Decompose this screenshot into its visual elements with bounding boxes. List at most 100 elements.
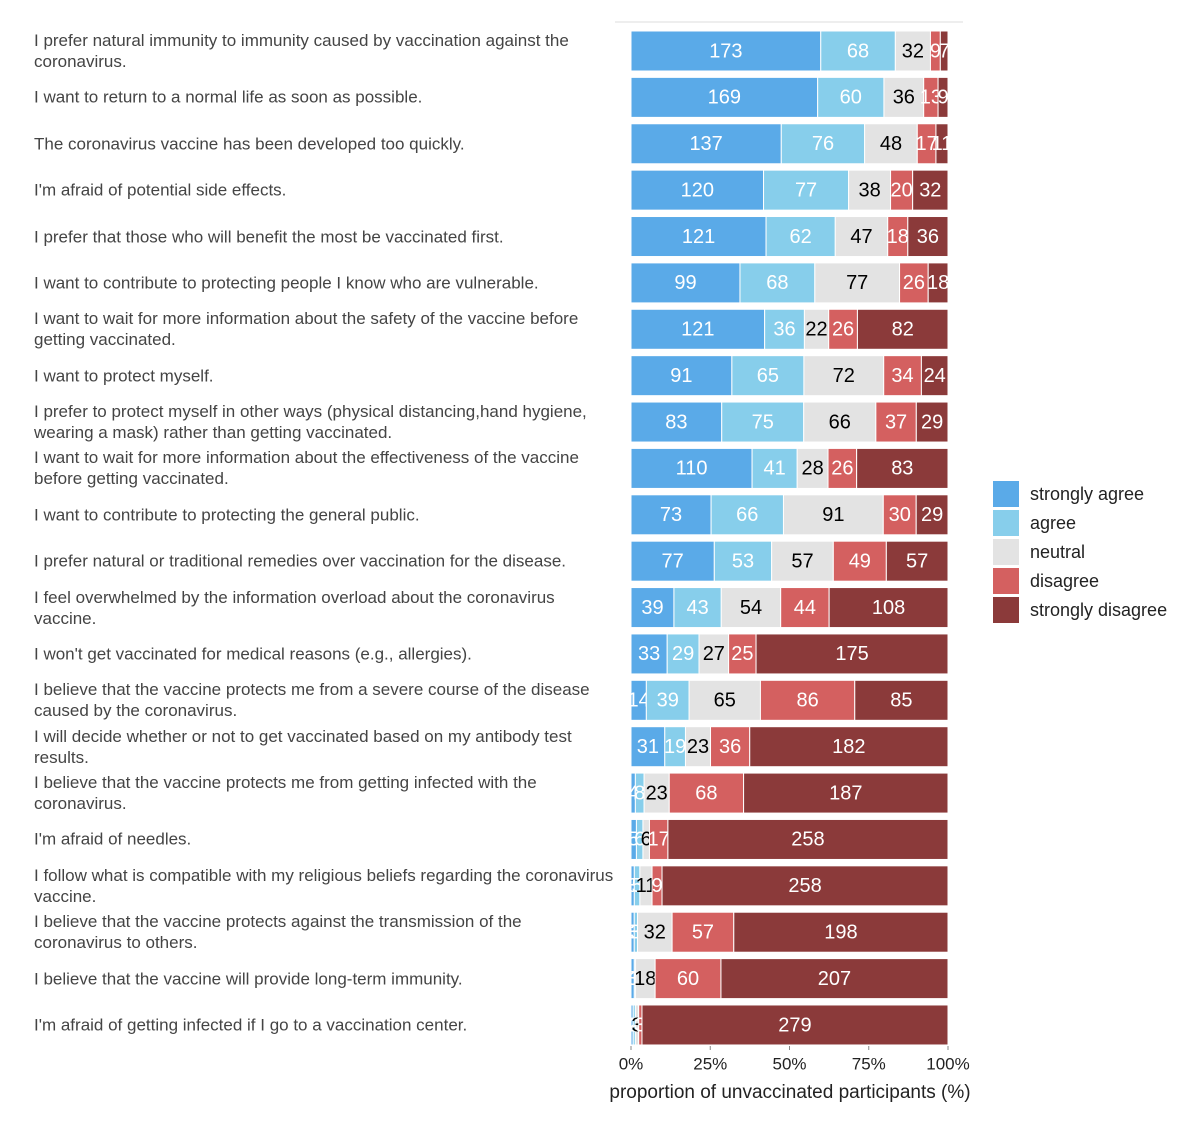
- category-label: I won't get vaccinated for medical reaso…: [34, 644, 472, 664]
- x-tick-label: 25%: [693, 1054, 727, 1073]
- value-label: 18: [887, 226, 909, 248]
- category-label: I'm afraid of needles.: [34, 829, 192, 849]
- value-label: 24: [924, 365, 946, 387]
- legend-swatch: [993, 597, 1019, 623]
- value-label: 6: [634, 829, 645, 851]
- bar-segment: [630, 76, 819, 118]
- category-label: I want to wait for more information abou…: [34, 448, 579, 489]
- value-label: 37: [885, 411, 907, 433]
- value-label: 66: [736, 504, 758, 526]
- bar-segment: [780, 587, 830, 629]
- value-label: 175: [835, 643, 868, 665]
- bar-segment: [751, 447, 798, 489]
- category-label: I want to wait for more information abou…: [34, 309, 579, 350]
- category-label: I want to contribute to protecting the g…: [34, 505, 420, 525]
- category-label: I feel overwhelmed by the information ov…: [34, 587, 555, 628]
- category-label: The coronavirus vaccine has been develop…: [34, 134, 465, 154]
- bar-segment: [630, 447, 753, 489]
- value-label: 6: [641, 829, 652, 851]
- bar-segment: [907, 216, 949, 258]
- bar-segment: [688, 679, 761, 721]
- value-label: 137: [689, 133, 722, 155]
- value-label: 121: [681, 319, 714, 341]
- value-label: 18: [634, 968, 656, 990]
- value-label: 29: [921, 504, 943, 526]
- bar-segment: [856, 447, 949, 489]
- bar-segment: [661, 865, 949, 907]
- category-label: I believe that the vaccine will provide …: [34, 969, 463, 989]
- value-label: 13: [920, 87, 942, 109]
- value-label: 3: [631, 1014, 642, 1036]
- value-label: 72: [833, 365, 855, 387]
- bar-segment: [899, 262, 929, 304]
- value-label: 57: [791, 550, 813, 572]
- category-label: I want to return to a normal life as soo…: [34, 87, 423, 107]
- value-label: 19: [664, 736, 686, 758]
- value-label: 5: [628, 829, 639, 851]
- bar-segment: [654, 958, 722, 1000]
- bar-segment: [630, 123, 782, 165]
- value-label: 182: [832, 736, 865, 758]
- bar-segment: [937, 76, 949, 118]
- bar-segment: [630, 587, 675, 629]
- x-axis-title: proportion of unvaccinated participants …: [609, 1082, 970, 1103]
- value-label: 11: [932, 133, 953, 155]
- value-label: 68: [695, 782, 717, 804]
- bar-segment: [667, 818, 949, 860]
- value-label: 68: [766, 272, 788, 294]
- bar-segment: [848, 169, 892, 211]
- value-label: 28: [801, 458, 823, 480]
- bar-segment: [710, 726, 751, 768]
- value-label: 32: [902, 40, 924, 62]
- bar-segment: [684, 726, 712, 768]
- legend-label: neutral: [1030, 542, 1085, 562]
- bar-segment: [882, 494, 917, 536]
- bar-segment: [759, 679, 856, 721]
- legend-label: strongly disagree: [1030, 600, 1167, 620]
- legend-swatch: [993, 481, 1019, 507]
- bar-segment: [803, 401, 877, 443]
- value-label: 14: [628, 690, 650, 712]
- bar-segment: [666, 633, 700, 675]
- category-label: I prefer to protect myself in other ways…: [34, 402, 587, 443]
- value-label: 3: [635, 1014, 646, 1036]
- value-label: 77: [846, 272, 868, 294]
- value-label: 3: [627, 875, 638, 897]
- bar-segment: [771, 540, 834, 582]
- bar-segment: [749, 726, 949, 768]
- legend-swatch: [993, 510, 1019, 536]
- value-label: 23: [646, 782, 668, 804]
- value-label: 4: [628, 782, 639, 804]
- value-label: 258: [788, 875, 821, 897]
- legend-label: strongly agree: [1030, 484, 1144, 504]
- category-label: I believe that the vaccine protects agai…: [34, 912, 522, 953]
- bar-segment: [875, 401, 917, 443]
- value-label: 48: [880, 133, 902, 155]
- bar-segment: [641, 1004, 949, 1046]
- bar-segment: [939, 30, 949, 72]
- value-label: 9: [651, 875, 662, 897]
- bar-segment: [856, 308, 949, 350]
- value-label: 91: [670, 365, 692, 387]
- bar-segment: [832, 540, 887, 582]
- value-label: 39: [657, 690, 679, 712]
- value-label: 73: [660, 504, 682, 526]
- value-label: 23: [687, 736, 709, 758]
- value-label: 2: [627, 1014, 638, 1036]
- value-label: 82: [892, 319, 914, 341]
- value-label: 30: [889, 504, 911, 526]
- value-label: 3: [627, 968, 638, 990]
- bar-segment: [912, 169, 949, 211]
- value-label: 60: [840, 87, 862, 109]
- category-label: I follow what is compatible with my reli…: [34, 865, 614, 906]
- category-label: I prefer that those who will benefit the…: [34, 227, 504, 247]
- value-label: 110: [676, 458, 708, 480]
- value-label: 41: [764, 458, 786, 480]
- value-label: 207: [818, 968, 851, 990]
- value-label: 26: [832, 319, 854, 341]
- bar-segment: [630, 726, 666, 768]
- bar-segment: [763, 169, 850, 211]
- legend-label: disagree: [1030, 571, 1099, 591]
- x-tick-label: 75%: [852, 1054, 886, 1073]
